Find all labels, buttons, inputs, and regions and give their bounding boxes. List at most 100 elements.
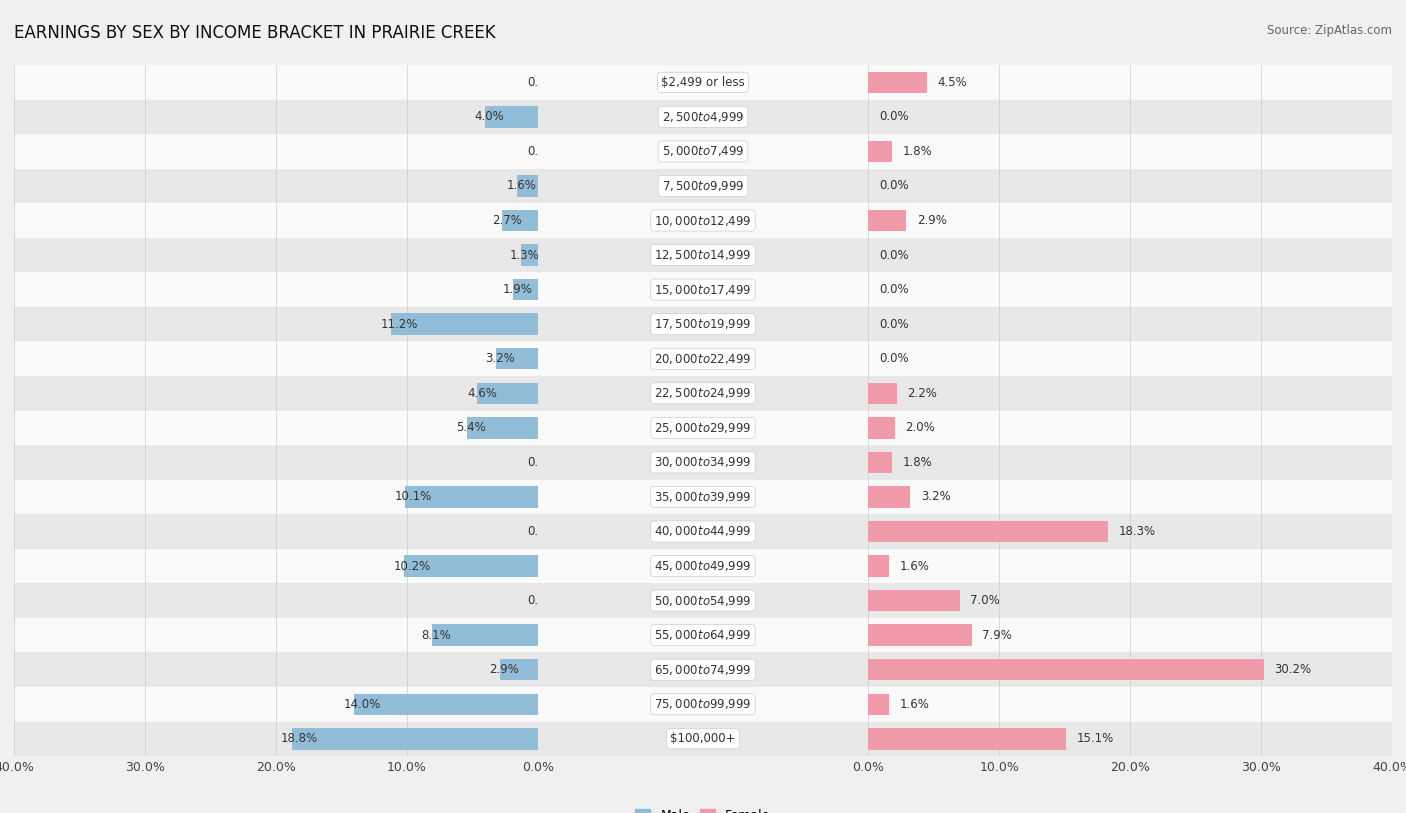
Bar <box>0 341 1406 376</box>
Text: 2.7%: 2.7% <box>492 214 522 227</box>
Text: $15,000 to $17,499: $15,000 to $17,499 <box>654 283 752 297</box>
Bar <box>0 618 1406 652</box>
Bar <box>869 141 891 162</box>
Text: 1.6%: 1.6% <box>900 698 929 711</box>
Bar <box>869 72 927 93</box>
Bar <box>0 134 1406 169</box>
Text: 0.0%: 0.0% <box>879 249 908 262</box>
Text: 3.2%: 3.2% <box>485 352 515 365</box>
Bar <box>0 618 1406 652</box>
Text: 18.3%: 18.3% <box>1118 525 1156 538</box>
Bar <box>0 341 1406 376</box>
Bar <box>0 272 1406 307</box>
Text: $40,000 to $44,999: $40,000 to $44,999 <box>654 524 752 538</box>
Bar <box>0 169 1406 203</box>
Text: 0.0%: 0.0% <box>527 456 557 469</box>
Text: $75,000 to $99,999: $75,000 to $99,999 <box>654 698 752 711</box>
Bar <box>869 521 1108 542</box>
Bar <box>0 203 1406 237</box>
Bar <box>0 203 1406 237</box>
Bar <box>0 99 1406 134</box>
Text: $10,000 to $12,499: $10,000 to $12,499 <box>654 214 752 228</box>
Bar <box>496 348 537 369</box>
Bar <box>0 549 1406 584</box>
Bar <box>0 584 1406 618</box>
Text: 0.0%: 0.0% <box>527 76 557 89</box>
Bar <box>0 134 1406 169</box>
Bar <box>0 237 1406 272</box>
Bar <box>467 417 537 438</box>
Text: 7.0%: 7.0% <box>970 594 1000 607</box>
Text: 18.8%: 18.8% <box>281 733 318 746</box>
Bar <box>869 728 1066 750</box>
Bar <box>869 452 891 473</box>
Bar <box>0 411 1406 446</box>
Text: 10.1%: 10.1% <box>395 490 432 503</box>
Text: 1.6%: 1.6% <box>900 559 929 572</box>
Text: 2.9%: 2.9% <box>489 663 519 676</box>
Text: EARNINGS BY SEX BY INCOME BRACKET IN PRAIRIE CREEK: EARNINGS BY SEX BY INCOME BRACKET IN PRA… <box>14 24 496 42</box>
Text: $7,500 to $9,999: $7,500 to $9,999 <box>662 179 744 193</box>
Text: 7.9%: 7.9% <box>983 628 1012 641</box>
Text: 8.1%: 8.1% <box>422 628 451 641</box>
Text: $12,500 to $14,999: $12,500 to $14,999 <box>654 248 752 262</box>
Bar <box>0 480 1406 515</box>
Text: 0.0%: 0.0% <box>879 180 908 193</box>
Bar <box>0 584 1406 618</box>
Bar <box>0 722 1406 756</box>
Bar <box>869 210 907 231</box>
Bar <box>869 486 910 507</box>
Text: $30,000 to $34,999: $30,000 to $34,999 <box>654 455 752 469</box>
Bar <box>869 383 897 404</box>
Text: 15.1%: 15.1% <box>1077 733 1114 746</box>
Text: 4.0%: 4.0% <box>475 111 505 124</box>
Bar <box>0 687 1406 722</box>
Bar <box>0 722 1406 756</box>
Bar <box>0 134 1406 169</box>
Text: 30.2%: 30.2% <box>1274 663 1312 676</box>
Text: 10.2%: 10.2% <box>394 559 430 572</box>
Bar <box>513 279 537 300</box>
Text: $17,500 to $19,999: $17,500 to $19,999 <box>654 317 752 331</box>
Bar <box>0 307 1406 341</box>
Bar <box>0 99 1406 134</box>
Bar <box>0 549 1406 584</box>
Text: 0.0%: 0.0% <box>527 594 557 607</box>
Bar <box>0 652 1406 687</box>
Text: $55,000 to $64,999: $55,000 to $64,999 <box>654 628 752 642</box>
Text: 2.2%: 2.2% <box>908 387 938 400</box>
Bar <box>404 555 537 576</box>
Bar <box>0 515 1406 549</box>
Text: 1.6%: 1.6% <box>506 180 536 193</box>
Text: 14.0%: 14.0% <box>344 698 381 711</box>
Bar <box>0 687 1406 722</box>
Text: $25,000 to $29,999: $25,000 to $29,999 <box>654 421 752 435</box>
Bar <box>0 272 1406 307</box>
Bar <box>0 411 1406 446</box>
Text: 0.0%: 0.0% <box>879 283 908 296</box>
Text: 5.4%: 5.4% <box>457 421 486 434</box>
Text: $100,000+: $100,000+ <box>671 733 735 746</box>
Bar <box>0 237 1406 272</box>
Text: 1.9%: 1.9% <box>502 283 533 296</box>
Bar <box>0 341 1406 376</box>
Bar <box>0 722 1406 756</box>
Bar <box>520 245 537 266</box>
Bar <box>499 659 537 680</box>
Bar <box>405 486 537 507</box>
Text: $65,000 to $74,999: $65,000 to $74,999 <box>654 663 752 676</box>
Bar <box>291 728 537 750</box>
Text: 2.0%: 2.0% <box>905 421 935 434</box>
Text: $20,000 to $22,499: $20,000 to $22,499 <box>654 352 752 366</box>
Bar <box>0 307 1406 341</box>
Text: $35,000 to $39,999: $35,000 to $39,999 <box>654 490 752 504</box>
Bar <box>0 203 1406 237</box>
Bar <box>0 376 1406 411</box>
Bar <box>869 590 960 611</box>
Text: $45,000 to $49,999: $45,000 to $49,999 <box>654 559 752 573</box>
Bar <box>869 693 889 715</box>
Bar <box>869 417 894 438</box>
Bar <box>391 314 537 335</box>
Bar <box>0 652 1406 687</box>
Text: 4.6%: 4.6% <box>467 387 496 400</box>
